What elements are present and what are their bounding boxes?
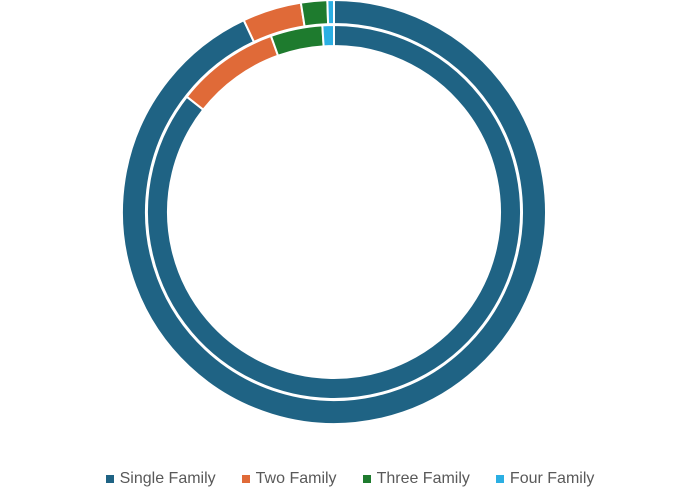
legend-label-four-family: Four Family xyxy=(509,470,595,487)
legend-swatch-two-family xyxy=(241,475,250,483)
legend-swatch-three-family xyxy=(362,475,371,483)
outer-ring-slice-three-family xyxy=(299,0,330,28)
donut-chart xyxy=(121,0,547,425)
outer-ring-slice-single-family xyxy=(121,0,547,425)
inner-ring-slice-four-family xyxy=(321,23,335,48)
legend-item-single-family: Single Family xyxy=(105,470,216,488)
legend-label-three-family: Three Family xyxy=(376,470,470,487)
legend-item-two-family: Two Family xyxy=(241,470,337,488)
legend-item-four-family: Four Family xyxy=(495,470,595,488)
inner-ring-slice-single-family xyxy=(146,23,522,400)
legend: Single Family Two Family Three Family Fo… xyxy=(0,470,700,488)
legend-label-two-family: Two Family xyxy=(255,470,337,487)
legend-label-single-family: Single Family xyxy=(119,470,216,487)
legend-item-three-family: Three Family xyxy=(362,470,470,488)
legend-swatch-single-family xyxy=(105,475,114,483)
outer-ring-slice-four-family xyxy=(326,0,335,26)
legend-swatch-four-family xyxy=(495,475,504,483)
